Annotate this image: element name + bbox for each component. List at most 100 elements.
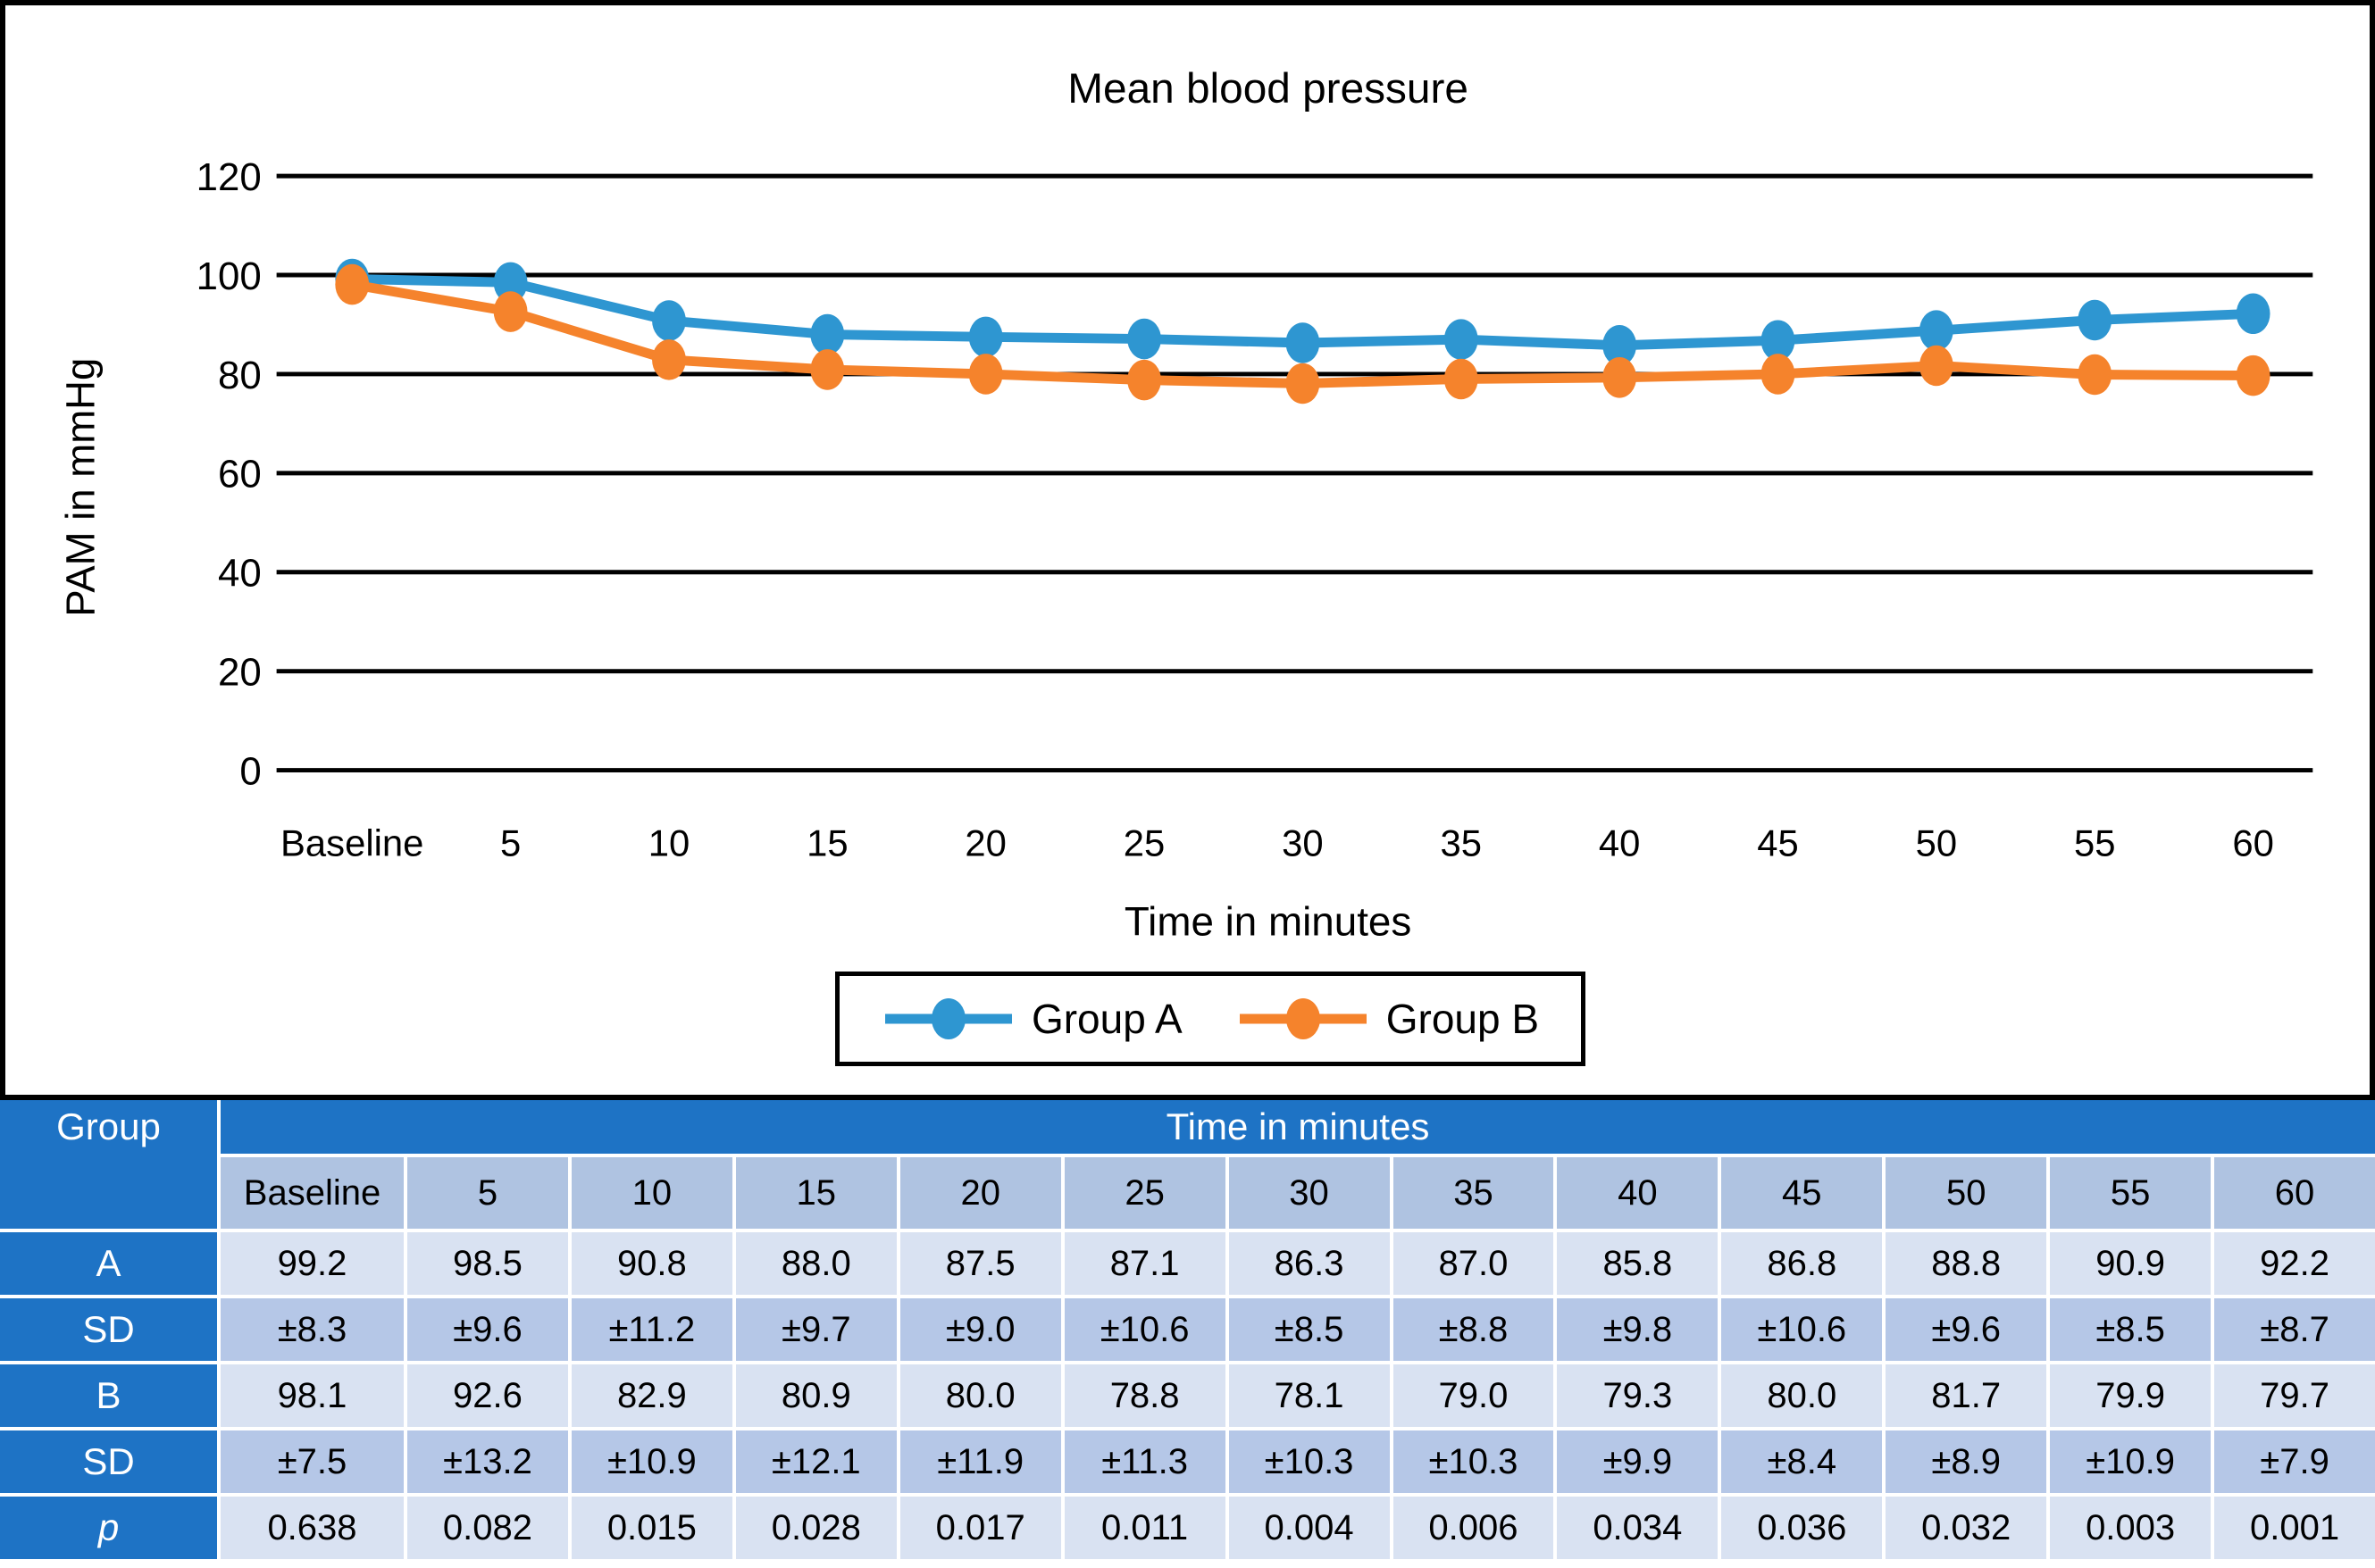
y-tick-labels: 0 20 40 60 80 100 120 (197, 155, 262, 793)
legend-label-group-a: Group A (1031, 996, 1183, 1042)
data-cell: 0.028 (735, 1497, 897, 1559)
data-cell: 80.0 (899, 1364, 1061, 1427)
data-cell: ±10.6 (1064, 1298, 1225, 1361)
x-axis-label: Time in minutes (1125, 899, 1411, 945)
data-cell: 0.034 (1557, 1497, 1719, 1559)
column-header-cell: 15 (735, 1157, 897, 1229)
column-header-cell: 45 (1721, 1157, 1883, 1229)
column-header-cell: 55 (2050, 1157, 2212, 1229)
data-point-marker (493, 262, 528, 304)
data-cell: ±12.1 (735, 1430, 897, 1493)
data-point-marker (1919, 310, 1953, 351)
data-cell: ±10.9 (2050, 1430, 2212, 1493)
data-cell: ±13.2 (407, 1430, 568, 1493)
data-point-marker (1443, 358, 1478, 400)
data-cell: 92.2 (2214, 1232, 2375, 1295)
data-cell: ±11.9 (899, 1430, 1061, 1493)
x-category-label: 20 (965, 822, 1006, 864)
column-header-cell: 10 (571, 1157, 732, 1229)
data-cell: ±10.6 (1721, 1298, 1883, 1361)
data-cell: 79.0 (1392, 1364, 1554, 1427)
data-cell: 78.8 (1064, 1364, 1225, 1427)
data-point-marker (2078, 354, 2112, 396)
chart-legend: Group A Group B (835, 972, 1585, 1066)
data-cell: ±7.5 (221, 1430, 404, 1493)
data-cell: ±8.3 (221, 1298, 404, 1361)
data-cell: 92.6 (407, 1364, 568, 1427)
data-cell: 99.2 (221, 1232, 404, 1295)
x-category-label: 50 (1916, 822, 1957, 864)
data-cell: 86.3 (1228, 1232, 1390, 1295)
data-cell: ±11.3 (1064, 1430, 1225, 1493)
row-label-cell: SD (0, 1430, 217, 1493)
data-cell: 0.001 (2214, 1497, 2375, 1559)
data-cell: ±9.6 (1886, 1298, 2047, 1361)
data-cell: 82.9 (571, 1364, 732, 1427)
column-header-cell: Baseline (221, 1157, 404, 1229)
data-cell: ±8.5 (2050, 1298, 2212, 1361)
data-cell: 0.032 (1886, 1497, 2047, 1559)
column-header-cell: 30 (1228, 1157, 1390, 1229)
data-cell: 88.0 (735, 1232, 897, 1295)
data-cell: 88.8 (1886, 1232, 2047, 1295)
data-cell: 79.7 (2214, 1364, 2375, 1427)
row-label-cell: SD (0, 1298, 217, 1361)
data-cell: 80.9 (735, 1364, 897, 1427)
data-point-marker (968, 316, 1003, 358)
data-cell: 0.003 (2050, 1497, 2212, 1559)
data-cell: 0.015 (571, 1497, 732, 1559)
data-point-marker (1602, 357, 1637, 398)
data-cell: 81.7 (1886, 1364, 2047, 1427)
legend-item-group-a: Group A (882, 995, 1183, 1043)
data-cell: ±8.8 (1392, 1298, 1554, 1361)
data-cell: 0.004 (1228, 1497, 1390, 1559)
line-marker-icon (1239, 998, 1367, 1039)
data-cell: 86.8 (1721, 1232, 1883, 1295)
data-cell: ±8.4 (1721, 1430, 1883, 1493)
data-point-marker (1760, 320, 1795, 362)
table-corner-header: Group (0, 1100, 217, 1229)
data-cell: 85.8 (1557, 1232, 1719, 1295)
line-marker-icon (884, 998, 1012, 1039)
data-point-marker (652, 300, 686, 341)
y-tick-label: 60 (218, 453, 262, 496)
data-cell: 0.638 (221, 1497, 404, 1559)
data-cell: ±9.9 (1557, 1430, 1719, 1493)
data-cell: ±9.0 (899, 1298, 1061, 1361)
y-tick-label: 20 (218, 651, 262, 695)
y-tick-label: 100 (197, 254, 262, 298)
statistics-table: Group Time in minutes Baseline 5 10 15 20 25 3… (0, 1100, 2375, 1559)
data-cell: ±10.3 (1228, 1430, 1390, 1493)
data-cell: 80.0 (1721, 1364, 1883, 1427)
column-header-cell: 40 (1557, 1157, 1719, 1229)
data-cell: 0.036 (1721, 1497, 1883, 1559)
data-cell: 98.5 (407, 1232, 568, 1295)
data-cell: 0.017 (899, 1497, 1061, 1559)
x-category-label: 55 (2074, 822, 2115, 864)
legend-item-group-b: Group B (1236, 995, 1539, 1043)
table-span-header: Time in minutes (221, 1100, 2375, 1154)
x-category-label: 25 (1124, 822, 1165, 864)
y-tick-label: 40 (218, 552, 262, 596)
data-cell: ±8.9 (1886, 1430, 2047, 1493)
data-cell: 0.082 (407, 1497, 568, 1559)
data-point-marker (1285, 322, 1320, 363)
data-point-marker (2236, 354, 2270, 396)
column-header-cell: 60 (2214, 1157, 2375, 1229)
data-cell: ±11.2 (571, 1298, 732, 1361)
data-cell: 78.1 (1228, 1364, 1390, 1427)
column-header-cell: 50 (1886, 1157, 2047, 1229)
data-point-marker (1127, 359, 1161, 401)
legend-label-group-b: Group B (1385, 996, 1540, 1042)
data-cell: ±8.5 (1228, 1298, 1390, 1361)
data-cell: 79.3 (1557, 1364, 1719, 1427)
chart-panel: Mean blood pressure PAM in mmHg Time in … (0, 0, 2375, 1100)
data-point-marker (2078, 299, 2112, 341)
column-header-cell: 20 (899, 1157, 1061, 1229)
x-category-label: 5 (500, 822, 521, 864)
row-label-cell: B (0, 1364, 217, 1427)
x-category-label: 10 (648, 822, 690, 864)
x-category-label: 45 (1757, 822, 1798, 864)
column-header-cell: 5 (407, 1157, 568, 1229)
